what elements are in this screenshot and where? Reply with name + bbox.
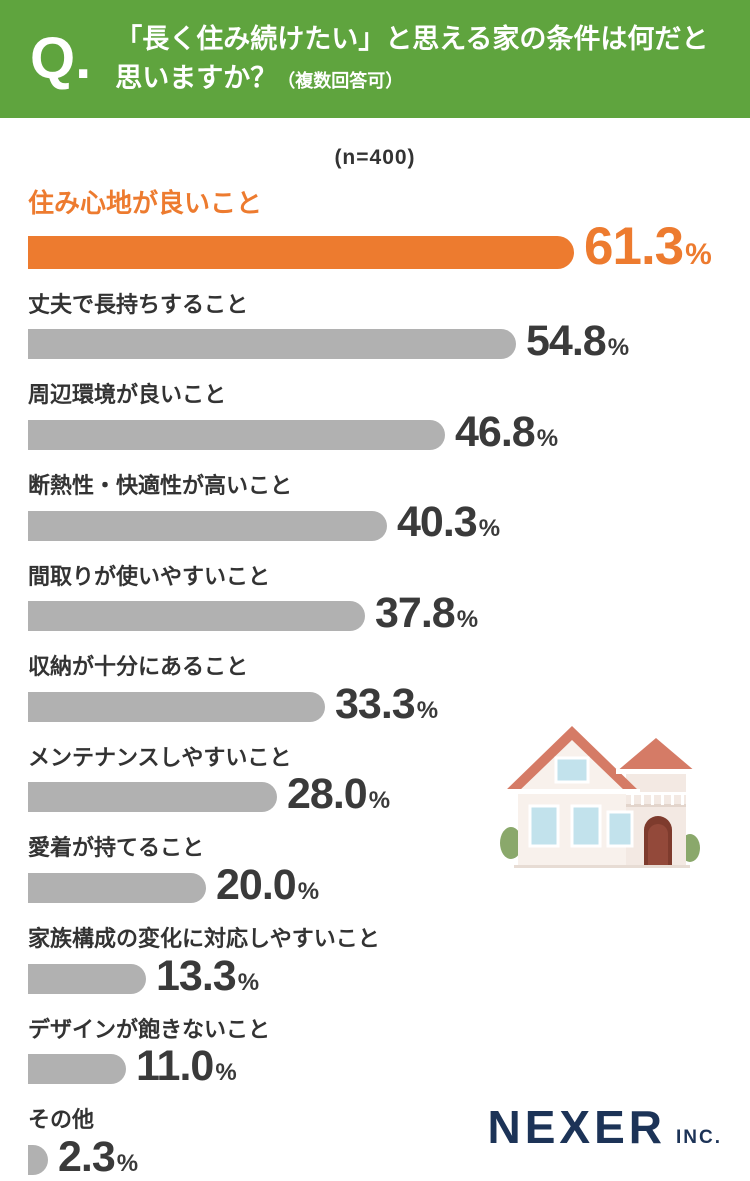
company-logo: NEXER INC. xyxy=(488,1100,722,1154)
bar xyxy=(28,782,277,813)
question-text: 「長く住み続けたい」と思える家の条件は何だと 思いますか？（複数回答可） xyxy=(115,20,708,98)
house-illustration xyxy=(500,708,700,888)
bar-value: 20.0% xyxy=(216,860,320,909)
sample-size: (n=400) xyxy=(334,146,416,169)
bar-label: 周辺環境が良いこと xyxy=(28,382,227,408)
bar-row: 家族構成の変化に対応しやすいこと 13.3% xyxy=(28,926,722,1000)
bar-row: 丈夫で長持ちすること 54.8% xyxy=(28,291,722,366)
bar-value: 28.0% xyxy=(287,770,391,819)
bar-value: 11.0% xyxy=(136,1042,237,1091)
bar-value: 2.3% xyxy=(58,1132,139,1181)
brand-name: NEXER xyxy=(487,1101,666,1153)
bar-label: メンテナンスしやすいこと xyxy=(28,744,292,770)
bar xyxy=(28,691,325,722)
bar-value: 13.3% xyxy=(156,951,260,1000)
bar xyxy=(28,510,387,541)
bar-chart: 住み心地が良いこと 61.3% 丈夫で長持ちすること 54.8% 周辺環境が良いこと 46… xyxy=(0,188,750,1181)
bar-value: 40.3% xyxy=(397,498,501,547)
bar xyxy=(28,1145,48,1176)
bar-label: 丈夫で長持ちすること xyxy=(28,291,249,317)
bar xyxy=(28,1054,126,1085)
bar-label: その他 xyxy=(28,1107,95,1133)
bar xyxy=(28,419,445,450)
bar xyxy=(28,873,206,904)
brand-suffix: INC. xyxy=(676,1127,722,1148)
question-line2: 思いますか？ xyxy=(115,63,278,93)
bar-label: 間取りが使いやすいこと xyxy=(28,563,271,589)
bar-label: デザインが飽きないこと xyxy=(28,1016,271,1042)
bar xyxy=(28,235,574,269)
bar xyxy=(28,601,365,632)
bar-row: デザインが飽きないこと 11.0% xyxy=(28,1016,722,1091)
bar-label: 愛着が持てること xyxy=(28,835,205,861)
bar-value: 61.3% xyxy=(584,217,712,277)
bar-row: 住み心地が良いこと 61.3% xyxy=(28,188,722,277)
house-icon xyxy=(500,726,700,868)
question-line1: 「長く住み続けたい」と思える家の条件は何だと xyxy=(115,23,709,54)
bar-row: メンテナンスしやすいこと 28.0% xyxy=(28,744,722,819)
bar-row: その他 2.3% xyxy=(28,1107,722,1181)
question-note: （複数回答可） xyxy=(277,71,404,91)
bar-label: 家族構成の変化に対応しやすいこと xyxy=(28,926,380,952)
bar-row: 収納が十分にあること 33.3% xyxy=(28,654,722,728)
bar xyxy=(28,963,146,994)
q-mark: Q. xyxy=(30,26,92,91)
bar-value: 33.3% xyxy=(335,679,439,728)
bar-label: 住み心地が良いこと xyxy=(28,188,263,218)
question-header: Q. 「長く住み続けたい」と思える家の条件は何だと 思いますか？（複数回答可） xyxy=(0,0,750,118)
bar-value: 46.8% xyxy=(455,407,559,456)
bar xyxy=(28,329,516,360)
bar-row: 愛着が持てること 20.0% xyxy=(28,835,722,909)
bar-label: 断熱性・快適性が高いこと xyxy=(28,472,293,498)
bar-row: 断熱性・快適性が高いこと 40.3% xyxy=(28,472,722,547)
bar-row: 周辺環境が良いこと 46.8% xyxy=(28,382,722,456)
bar-value: 54.8% xyxy=(526,317,630,366)
bar-value: 37.8% xyxy=(375,588,479,637)
bar-row: 間取りが使いやすいこと 37.8% xyxy=(28,563,722,637)
bar-label: 収納が十分にあること xyxy=(28,654,249,680)
